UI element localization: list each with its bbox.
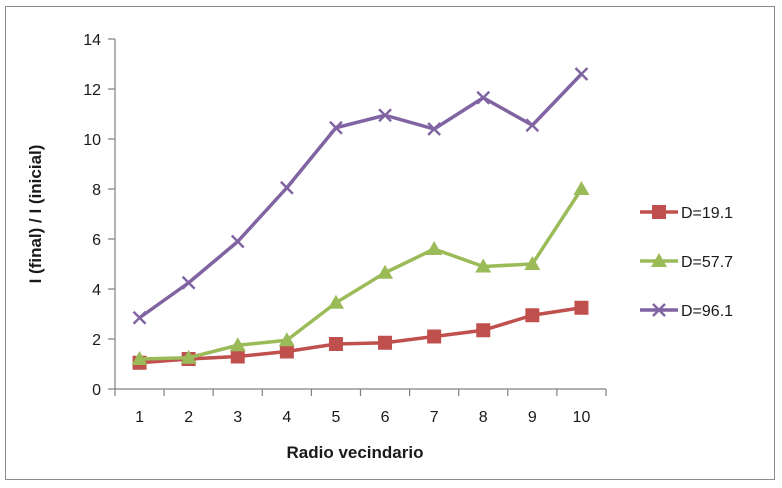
y-tick-label: 6: [92, 232, 101, 249]
y-axis-title: I (final) / I (inicial): [26, 145, 45, 284]
y-tick-label: 10: [83, 132, 101, 149]
data-point: [574, 300, 589, 315]
data-point: [378, 335, 393, 350]
chart-frame: [5, 6, 775, 480]
y-tick-label: 2: [92, 332, 101, 349]
series-line: [139, 188, 583, 361]
data-point: [278, 332, 295, 347]
data-point: [181, 275, 196, 290]
data-point: [574, 67, 589, 81]
data-point: [573, 181, 590, 195]
legend-entry: D=19.1: [640, 205, 733, 222]
x-tick-label: 5: [331, 409, 340, 426]
data-point: [180, 349, 197, 364]
data-point: [426, 241, 443, 255]
data-point: [229, 337, 246, 352]
data-point: [132, 310, 147, 325]
x-tick-label: 2: [184, 409, 193, 426]
data-point: [327, 294, 344, 309]
data-point: [524, 256, 541, 270]
x-tick-label: 7: [430, 409, 439, 426]
data-point: [427, 122, 441, 136]
data-point: [230, 349, 245, 364]
data-point: [476, 90, 491, 105]
legend-label: D=96.1: [681, 303, 733, 320]
x-tick-label: 9: [528, 409, 537, 426]
data-point: [378, 108, 392, 123]
x-tick-label: 10: [573, 409, 591, 426]
x-tick-label: 3: [233, 409, 242, 426]
legend: D=19.1 D=57.7 D=96.1: [640, 205, 733, 320]
data-point: [280, 180, 294, 195]
legend-label: D=57.7: [681, 254, 733, 271]
y-tick-label: 4: [92, 282, 101, 299]
series-line: [139, 306, 582, 365]
data-point: [377, 264, 394, 279]
series-layer: [131, 67, 590, 370]
data-point: [525, 308, 540, 323]
x-tick-label: 6: [381, 409, 390, 426]
x-tick-label: 4: [282, 409, 291, 426]
chart-axes: [108, 38, 607, 396]
data-point: [279, 344, 294, 359]
data-point: [329, 120, 343, 135]
x-tick-label: 1: [135, 409, 144, 426]
legend-marker: [651, 253, 667, 267]
series-D=19.1: [132, 300, 589, 370]
series-line: [138, 72, 583, 320]
data-point: [475, 258, 492, 273]
y-tick-label: 12: [83, 82, 101, 99]
data-point: [230, 234, 245, 249]
data-point: [427, 329, 442, 344]
legend-entry: D=96.1: [640, 303, 733, 320]
data-point: [131, 351, 148, 365]
legend-marker: [652, 205, 666, 219]
y-tick-label: 14: [83, 32, 101, 49]
data-point: [476, 323, 491, 338]
x-tick-label: 8: [479, 409, 488, 426]
y-tick-label: 0: [92, 382, 101, 399]
x-axis-title: Radio vecindario: [287, 443, 424, 462]
legend-entry: D=57.7: [640, 253, 733, 271]
series-D=57.7: [131, 181, 590, 365]
legend-marker: [652, 303, 666, 317]
y-tick-label: 8: [92, 182, 101, 199]
series-D=96.1: [132, 67, 589, 325]
data-point: [525, 118, 540, 133]
data-point: [328, 337, 343, 351]
legend-label: D=19.1: [681, 205, 733, 222]
